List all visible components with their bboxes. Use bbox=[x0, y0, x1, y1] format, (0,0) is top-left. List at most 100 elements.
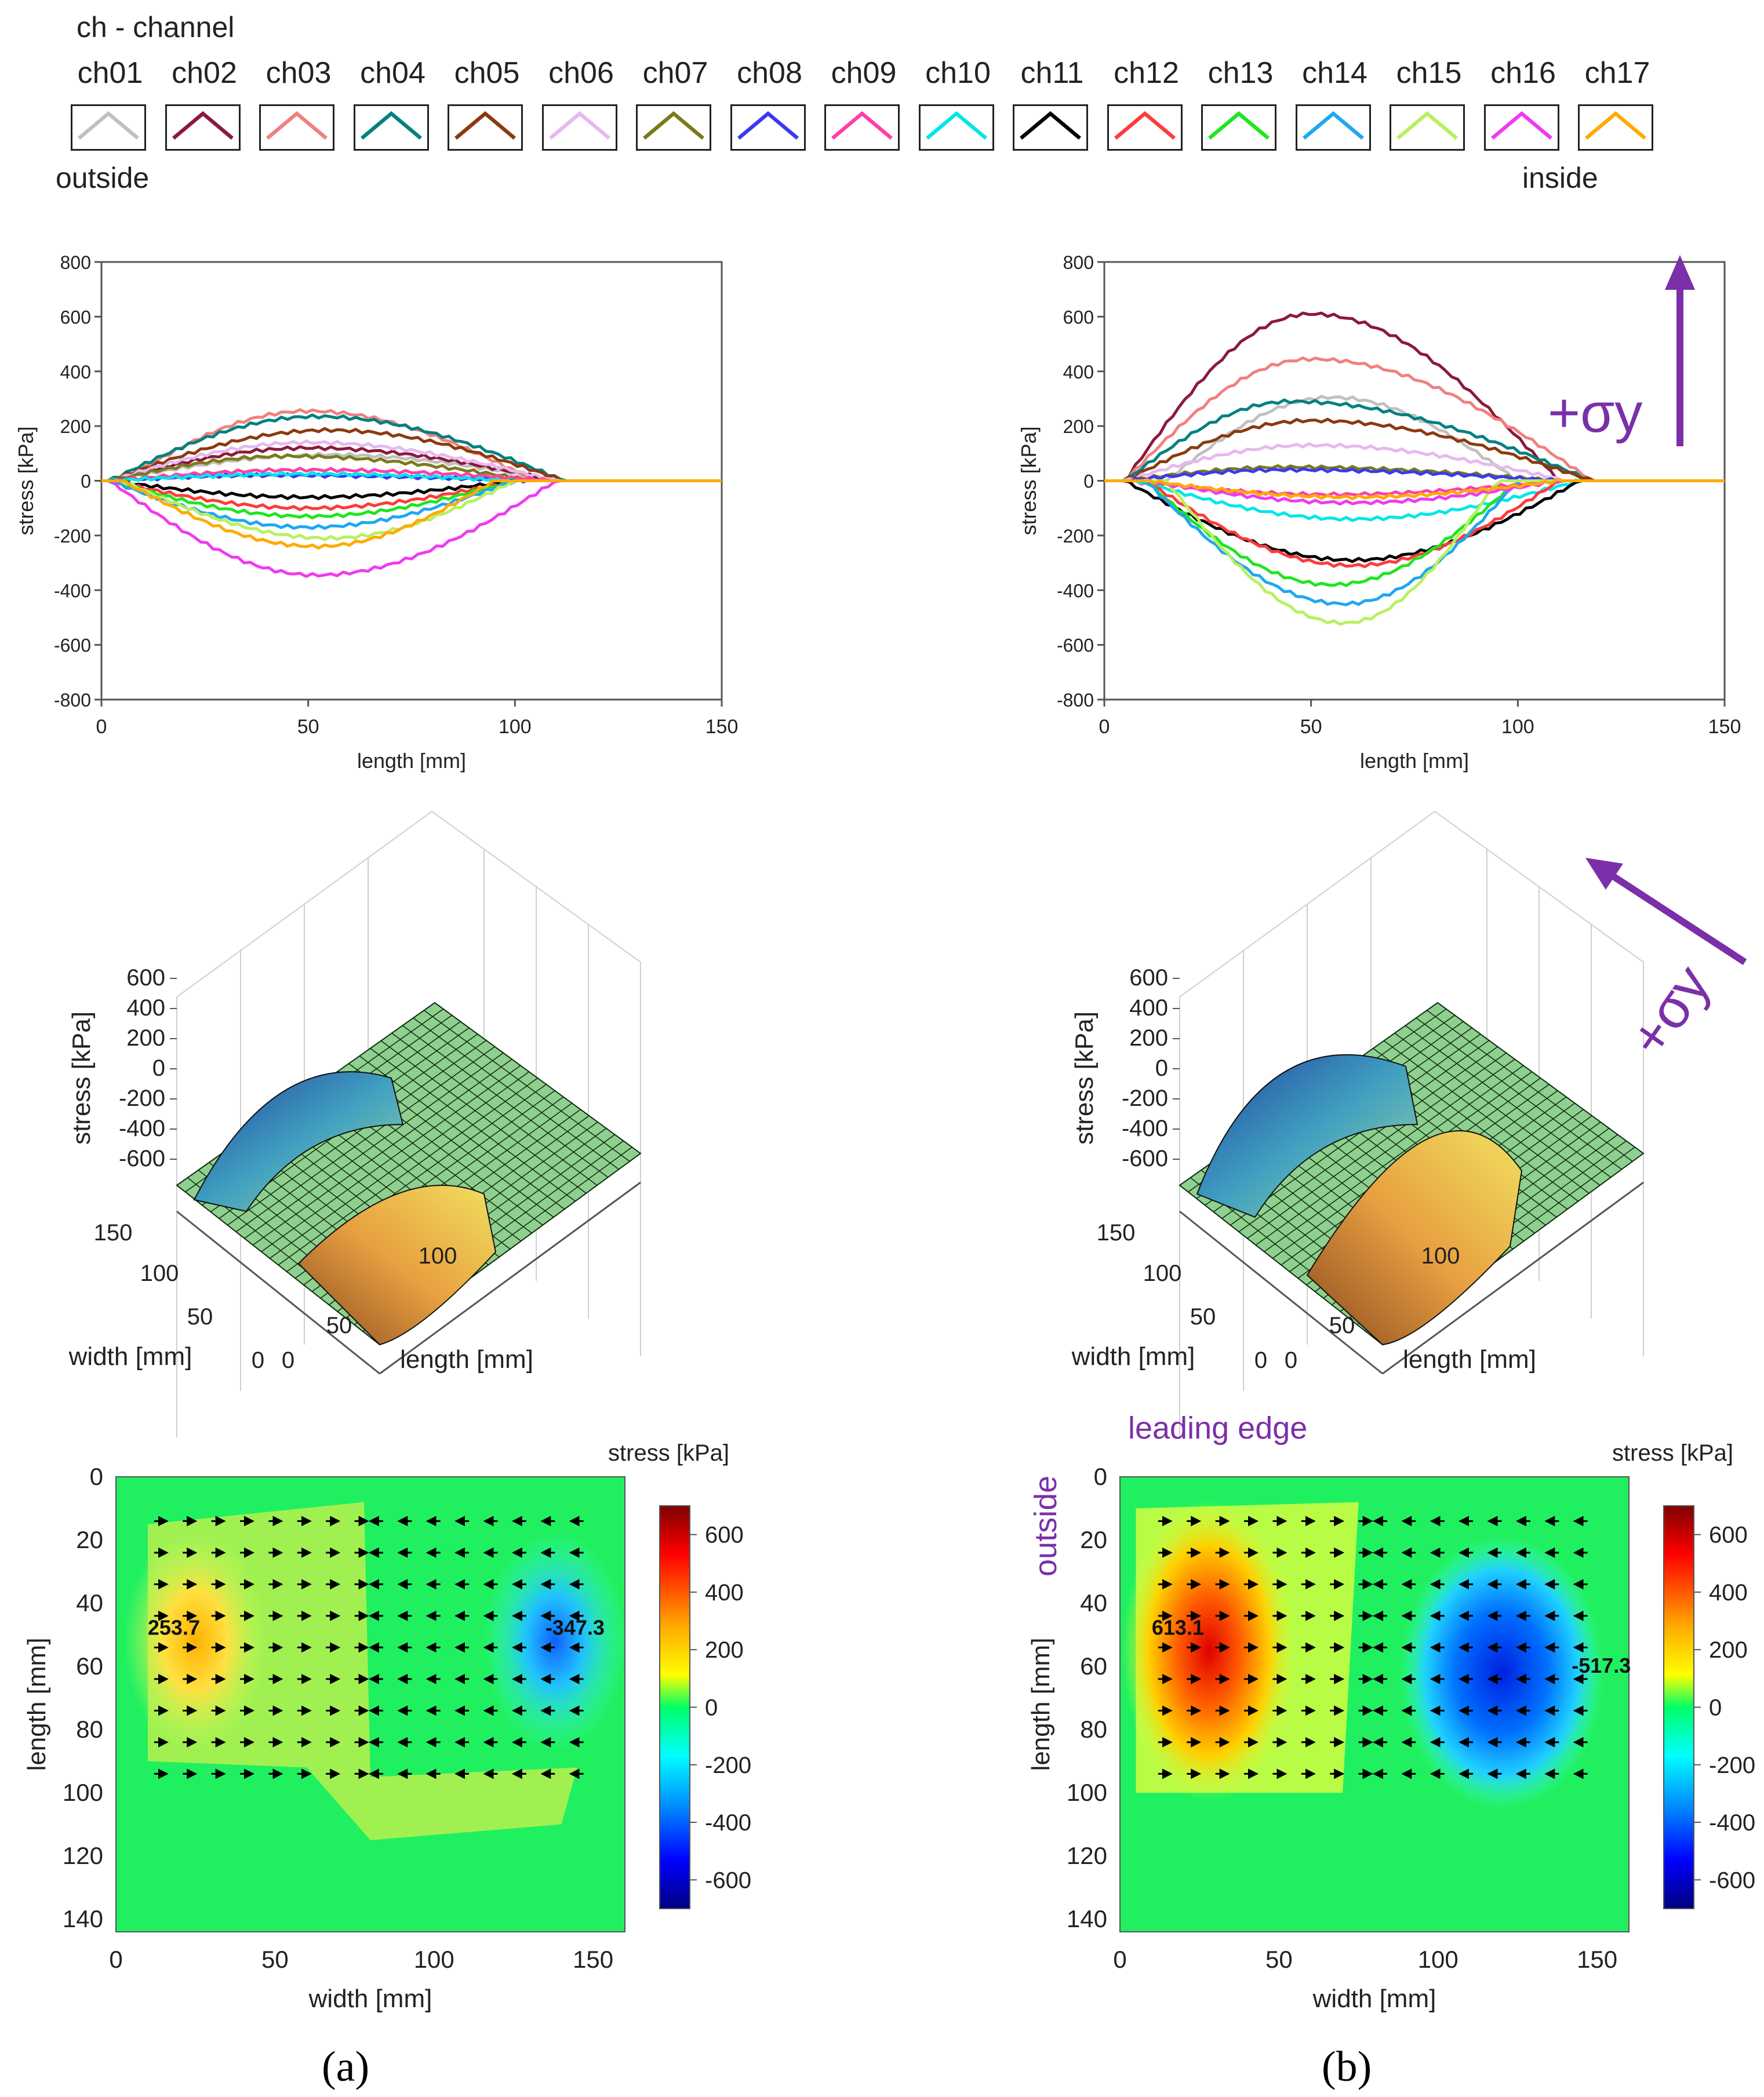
z-axis-label: stress [kPa] bbox=[67, 1011, 96, 1145]
legend-item-ch10: ch10 bbox=[918, 56, 999, 166]
legend-swatch bbox=[1201, 104, 1276, 151]
y-tick-label: -400 bbox=[1057, 580, 1094, 601]
colorbar-tick-label: 600 bbox=[1709, 1523, 1748, 1548]
x-tick-label: 150 bbox=[1708, 716, 1741, 738]
legend-item-label: ch13 bbox=[1207, 56, 1274, 90]
legend-item-ch11: ch11 bbox=[1012, 56, 1093, 166]
x-tick-label: 50 bbox=[1265, 1946, 1293, 1973]
legend-item-ch07: ch07 bbox=[635, 56, 716, 166]
x-tick-label: 0 bbox=[109, 1946, 122, 1973]
z-tick-label: 0 bbox=[152, 1055, 165, 1081]
legend-item-label: ch15 bbox=[1396, 56, 1462, 90]
legend-swatch bbox=[448, 104, 523, 151]
x-axis-label: length [mm] bbox=[357, 749, 466, 773]
z-tick-label: -600 bbox=[1122, 1146, 1168, 1171]
legend-swatch bbox=[165, 104, 241, 151]
legend-item-ch06: ch06 bbox=[541, 56, 622, 166]
heatmap-cold-zone bbox=[483, 1532, 627, 1750]
y-tick-label: 140 bbox=[63, 1905, 103, 1932]
heatmap-vector-field bbox=[154, 1516, 584, 1779]
z-tick-label: 600 bbox=[1129, 965, 1168, 991]
x-tick-label: 100 bbox=[1501, 716, 1534, 738]
legend-title: ch - channel bbox=[77, 11, 235, 43]
x-axis-label: width [mm] bbox=[308, 1985, 432, 2013]
legend-item-label: ch12 bbox=[1114, 56, 1179, 90]
legend-item-label: ch11 bbox=[1020, 56, 1084, 90]
legend-swatch bbox=[1107, 104, 1183, 151]
heatmap-max-label: 253.7 bbox=[148, 1616, 200, 1640]
heatmap-b: 613.1 -517.3 0 50 100 150 0 20 40 60 80 100 120 140 wi… bbox=[1027, 1440, 1755, 2013]
width-axis-label: width [mm] bbox=[1071, 1342, 1195, 1371]
width-tick-label: 100 bbox=[1143, 1261, 1182, 1286]
colorbar-tick-label: -200 bbox=[705, 1753, 751, 1778]
z-axis-label: stress [kPa] bbox=[1070, 1011, 1099, 1145]
colorbar-tick-label: 200 bbox=[705, 1637, 744, 1663]
y-tick-label: 0 bbox=[81, 471, 91, 492]
legend-item-label: ch01 bbox=[77, 56, 143, 90]
width-tick-label: 50 bbox=[187, 1304, 213, 1330]
y-tick-label: -200 bbox=[1057, 526, 1094, 547]
legend-item-label: ch04 bbox=[360, 56, 425, 90]
surface-meshline bbox=[1416, 1017, 1622, 1170]
legend-item-label: ch06 bbox=[548, 56, 614, 90]
surface-peak bbox=[297, 1185, 497, 1346]
z-tick-label: -200 bbox=[1122, 1086, 1168, 1111]
legend-swatch bbox=[1390, 104, 1465, 151]
legend-item-label: ch10 bbox=[925, 56, 991, 90]
colorbar-tick-label: -600 bbox=[705, 1867, 751, 1893]
y-axis-label: length [mm] bbox=[23, 1638, 51, 1771]
width-tick-label: 0 bbox=[1254, 1348, 1267, 1373]
length-tick-label: 0 bbox=[282, 1348, 294, 1373]
length-tick-label: 50 bbox=[1329, 1313, 1355, 1338]
width-axis-line bbox=[176, 1210, 380, 1375]
width-tick-label: 50 bbox=[1190, 1304, 1216, 1330]
legend-swatch bbox=[636, 104, 711, 151]
z-tick-label: -400 bbox=[1122, 1116, 1168, 1141]
legend-item-ch12: ch12 bbox=[1106, 56, 1187, 166]
y-axis-label: stress [kPa] bbox=[14, 426, 38, 535]
x-tick-label: 100 bbox=[499, 716, 532, 738]
width-axis-line bbox=[1179, 1210, 1383, 1375]
sigma-y-up-arrow bbox=[1665, 255, 1695, 446]
surface-peak bbox=[1306, 1130, 1523, 1346]
colorbar bbox=[659, 1505, 690, 1909]
y-tick-label: 80 bbox=[76, 1716, 103, 1743]
outside-vertical-label: outside bbox=[1028, 1476, 1063, 1577]
y-tick-label: 0 bbox=[90, 1463, 103, 1490]
legend-item-ch16: ch16 bbox=[1483, 56, 1564, 166]
z-tick-label: 400 bbox=[126, 995, 165, 1021]
x-axis-label: length [mm] bbox=[1360, 749, 1469, 773]
y-tick-label: 40 bbox=[76, 1589, 103, 1617]
colorbar-tick-label: -600 bbox=[1709, 1867, 1755, 1893]
y-tick-label: 600 bbox=[1063, 307, 1094, 327]
surface-meshline bbox=[1427, 1010, 1633, 1162]
legend-item-label: ch02 bbox=[172, 56, 237, 90]
y-tick-label: -800 bbox=[54, 690, 91, 711]
legend-swatch bbox=[1483, 104, 1559, 151]
x-tick-label: 0 bbox=[1099, 716, 1110, 738]
legend-swatch bbox=[541, 104, 617, 151]
legend-item-label: ch07 bbox=[642, 56, 708, 90]
legend-item-label: ch17 bbox=[1584, 56, 1650, 90]
sigma-y-label-upper: +σy bbox=[1548, 382, 1642, 444]
heatmap-frame bbox=[115, 1476, 625, 1932]
panel-label-a: (a) bbox=[322, 2043, 369, 2091]
legend-swatch bbox=[71, 104, 146, 151]
surface-trough bbox=[193, 1071, 404, 1213]
heatmap-a: 253.7 -347.3 0 50 100 150 0 20 40 60 80 100 120 140 wi… bbox=[23, 1440, 751, 2013]
y-tick-label: -200 bbox=[54, 526, 91, 547]
length-tick-label: 100 bbox=[419, 1243, 457, 1269]
colorbar-tick-label: 0 bbox=[1709, 1695, 1722, 1721]
y-tick-label: 400 bbox=[60, 362, 91, 383]
y-tick-label: -800 bbox=[1057, 690, 1094, 711]
legend-item-ch01: ch01 bbox=[70, 56, 151, 166]
y-tick-label: -600 bbox=[1057, 635, 1094, 656]
heatmap-frame bbox=[1119, 1476, 1630, 1932]
legend-item-ch09: ch09 bbox=[823, 56, 904, 166]
y-tick-label: 200 bbox=[1063, 416, 1094, 437]
colorbar-tick-label: 400 bbox=[1709, 1580, 1748, 1605]
y-axis-label: length [mm] bbox=[1027, 1638, 1055, 1771]
y-tick-label: 800 bbox=[1063, 252, 1094, 273]
width-axis-label: width [mm] bbox=[68, 1342, 192, 1371]
x-tick-label: 150 bbox=[705, 716, 739, 738]
